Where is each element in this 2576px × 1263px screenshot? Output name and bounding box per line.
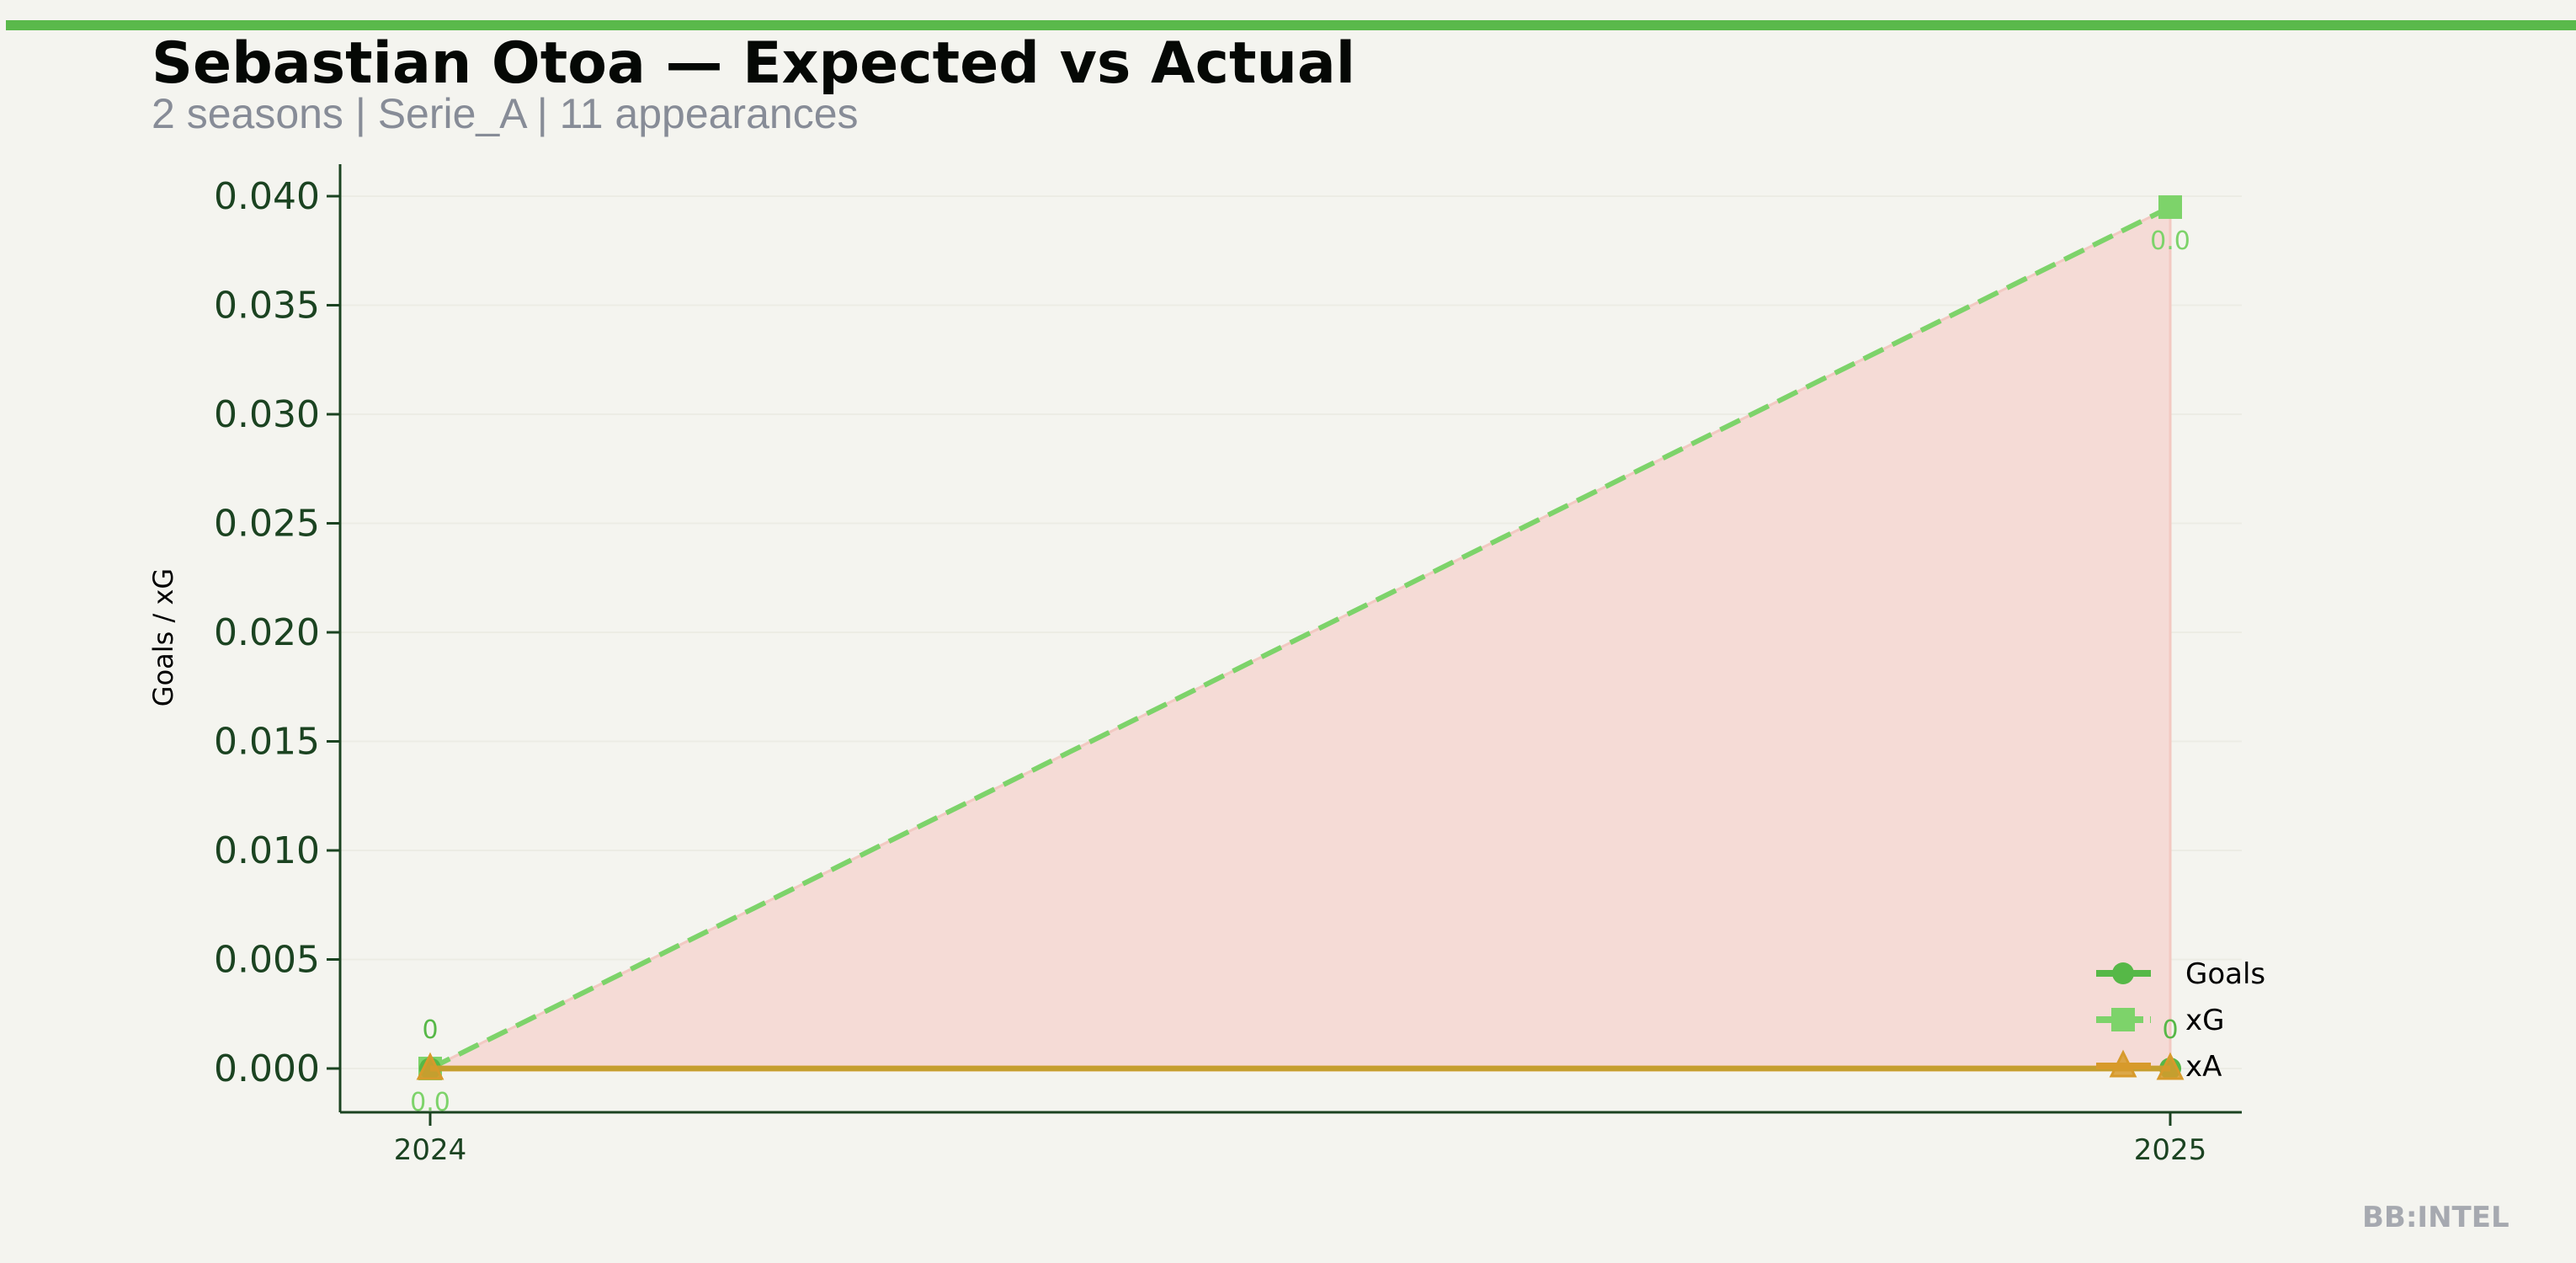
- goals-data-label: 0: [422, 1015, 438, 1045]
- xa-point: [2156, 1052, 2185, 1080]
- y-tick-label: 0.000: [214, 1047, 320, 1090]
- y-axis-label: Goals / xG: [147, 568, 179, 706]
- legend-xa-triangle-icon: [2109, 1049, 2137, 1078]
- y-tick-label: 0.015: [214, 721, 320, 764]
- y-tick-label: 0.020: [214, 611, 320, 654]
- legend-goals-label: Goals: [2185, 957, 2265, 991]
- xg-point: [2158, 195, 2182, 219]
- accent-bar: [6, 20, 2576, 30]
- goals-data-label: 0: [2162, 1015, 2178, 1045]
- x-tick-label: 2024: [394, 1133, 467, 1167]
- legend-xa-label: xA: [2185, 1050, 2222, 1084]
- y-tick-label: 0.005: [214, 939, 320, 982]
- y-tick-label: 0.035: [214, 285, 320, 328]
- y-tick-label: 0.025: [214, 503, 320, 546]
- xg-data-label: 0.0: [2150, 226, 2190, 256]
- y-tick-label: 0.010: [214, 829, 320, 872]
- xg-line: [428, 205, 2172, 1071]
- x-tick-label: 2025: [2134, 1133, 2207, 1167]
- legend: Goals xG xA: [2096, 957, 2265, 1084]
- watermark-logo: BB:INTEL: [2362, 1201, 2509, 1234]
- y-tick-label: 0.040: [214, 175, 320, 218]
- chart-subtitle: 2 seasons | Serie_A | 11 appearances: [152, 90, 859, 137]
- xa-point: [416, 1052, 444, 1080]
- legend-xg-label: xG: [2185, 1004, 2224, 1037]
- y-tick-label: 0.030: [214, 393, 320, 436]
- chart-title: Sebastian Otoa — Expected vs Actual: [152, 30, 1356, 97]
- legend-goals-circle-icon: [2112, 962, 2134, 984]
- legend-xg-square-icon: [2111, 1008, 2135, 1031]
